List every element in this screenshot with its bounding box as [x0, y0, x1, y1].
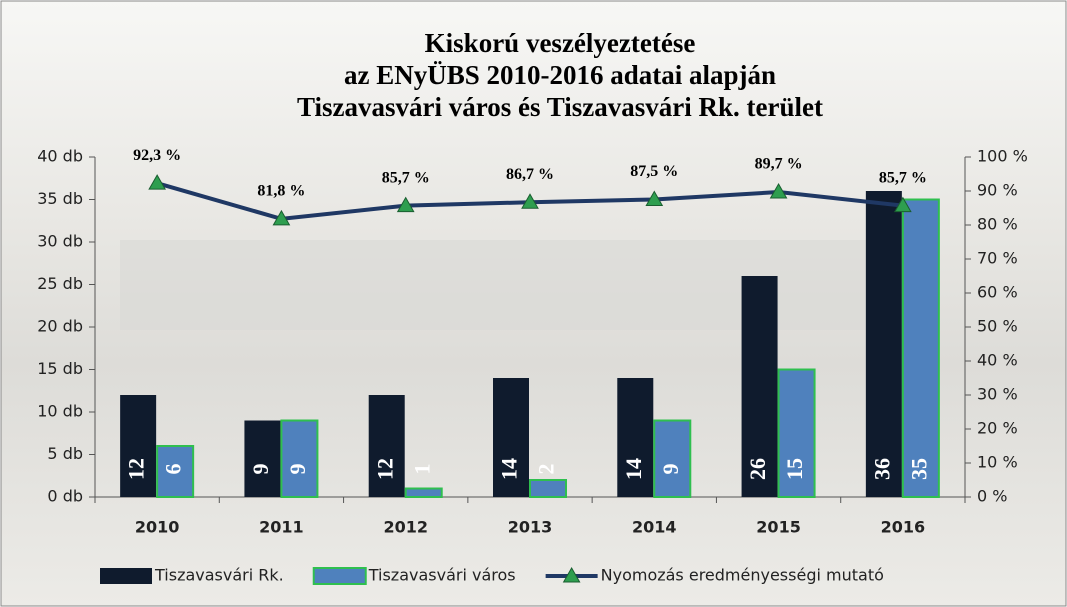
- legend-label: Tiszavasvári város: [368, 566, 516, 585]
- data-label: 14: [497, 458, 522, 480]
- x-tick-label: 2014: [632, 518, 677, 537]
- y-tick-label: 35 db: [37, 189, 83, 208]
- y2-tick-label: 20 %: [977, 419, 1018, 438]
- y-tick-label: 5 db: [47, 444, 83, 463]
- data-label: 87,5 %: [630, 163, 678, 180]
- data-label: 85,7 %: [879, 169, 927, 186]
- data-label: 81,8 %: [257, 183, 305, 200]
- legend-label: Nyomozás eredményességi mutató: [601, 566, 884, 585]
- bar: [368, 395, 405, 497]
- chart-title: az ENyÜBS 2010-2016 adatai alapján: [344, 60, 776, 90]
- data-label: 12: [124, 458, 149, 480]
- marker: [396, 196, 415, 213]
- data-label: 86,7 %: [506, 166, 554, 183]
- bar: [865, 191, 902, 497]
- x-tick-label: 2015: [756, 518, 801, 537]
- y-tick-label: 15 db: [37, 359, 83, 378]
- data-label: 85,7 %: [382, 169, 430, 186]
- data-label: 36: [869, 458, 894, 480]
- marker: [645, 190, 664, 206]
- bar: [493, 378, 529, 497]
- y2-tick-label: 90 %: [977, 181, 1018, 200]
- legend-marker: [562, 566, 581, 583]
- bar: [120, 395, 157, 497]
- y2-tick-label: 100 %: [977, 147, 1028, 166]
- y2-tick-label: 0 %: [977, 487, 1007, 506]
- marker: [893, 196, 912, 213]
- data-label: 35: [906, 458, 931, 480]
- bar: [404, 487, 443, 498]
- bar: [280, 419, 319, 498]
- y2-tick-label: 60 %: [977, 283, 1018, 302]
- bar: [156, 445, 195, 498]
- y2-tick-label: 10 %: [977, 453, 1018, 472]
- y2-tick-label: 30 %: [977, 385, 1018, 404]
- data-label: 6: [161, 464, 186, 475]
- y-tick-label: 0 db: [47, 487, 83, 506]
- data-label: 92,3 %: [133, 147, 181, 164]
- chart-title: Tiszavasvári város és Tiszavasvári Rk. t…: [297, 92, 823, 122]
- data-label: 9: [658, 464, 683, 475]
- marker: [769, 183, 788, 199]
- y2-tick-label: 50 %: [977, 317, 1018, 336]
- chart-title: Kiskorú veszélyeztetése: [425, 28, 696, 58]
- bar: [741, 276, 778, 497]
- data-label: 9: [248, 464, 273, 475]
- x-tick-label: 2016: [881, 518, 926, 537]
- y2-tick-label: 80 %: [977, 215, 1018, 234]
- data-label: 89,7 %: [755, 156, 803, 173]
- x-tick-label: 2012: [383, 518, 428, 537]
- legend-swatch: [100, 568, 152, 584]
- y-tick-label: 20 db: [37, 317, 83, 336]
- marker: [521, 193, 539, 209]
- bar: [901, 198, 940, 498]
- bar: [617, 378, 654, 497]
- legend-label: Tiszavasvári Rk.: [154, 566, 284, 585]
- data-label: 1: [409, 464, 434, 475]
- y-tick-label: 30 db: [37, 232, 83, 251]
- x-tick-label: 2011: [259, 518, 304, 537]
- data-label: 15: [782, 458, 807, 480]
- marker: [272, 209, 291, 226]
- bar: [529, 479, 567, 498]
- bar: [777, 368, 816, 498]
- legend-swatch: [312, 567, 367, 585]
- data-label: 2: [534, 464, 559, 475]
- x-tick-label: 2013: [508, 518, 553, 537]
- y2-tick-label: 70 %: [977, 249, 1018, 268]
- bar: [244, 420, 281, 497]
- bar: [653, 419, 692, 498]
- data-label: 26: [745, 458, 770, 480]
- data-label: 9: [285, 464, 310, 475]
- data-label: 12: [372, 458, 397, 480]
- data-label: 14: [621, 458, 646, 480]
- y-tick-label: 10 db: [37, 402, 83, 421]
- y-tick-label: 25 db: [37, 274, 83, 293]
- y2-tick-label: 40 %: [977, 351, 1018, 370]
- marker: [148, 174, 167, 190]
- x-tick-label: 2010: [135, 518, 180, 537]
- y-tick-label: 40 db: [37, 147, 83, 166]
